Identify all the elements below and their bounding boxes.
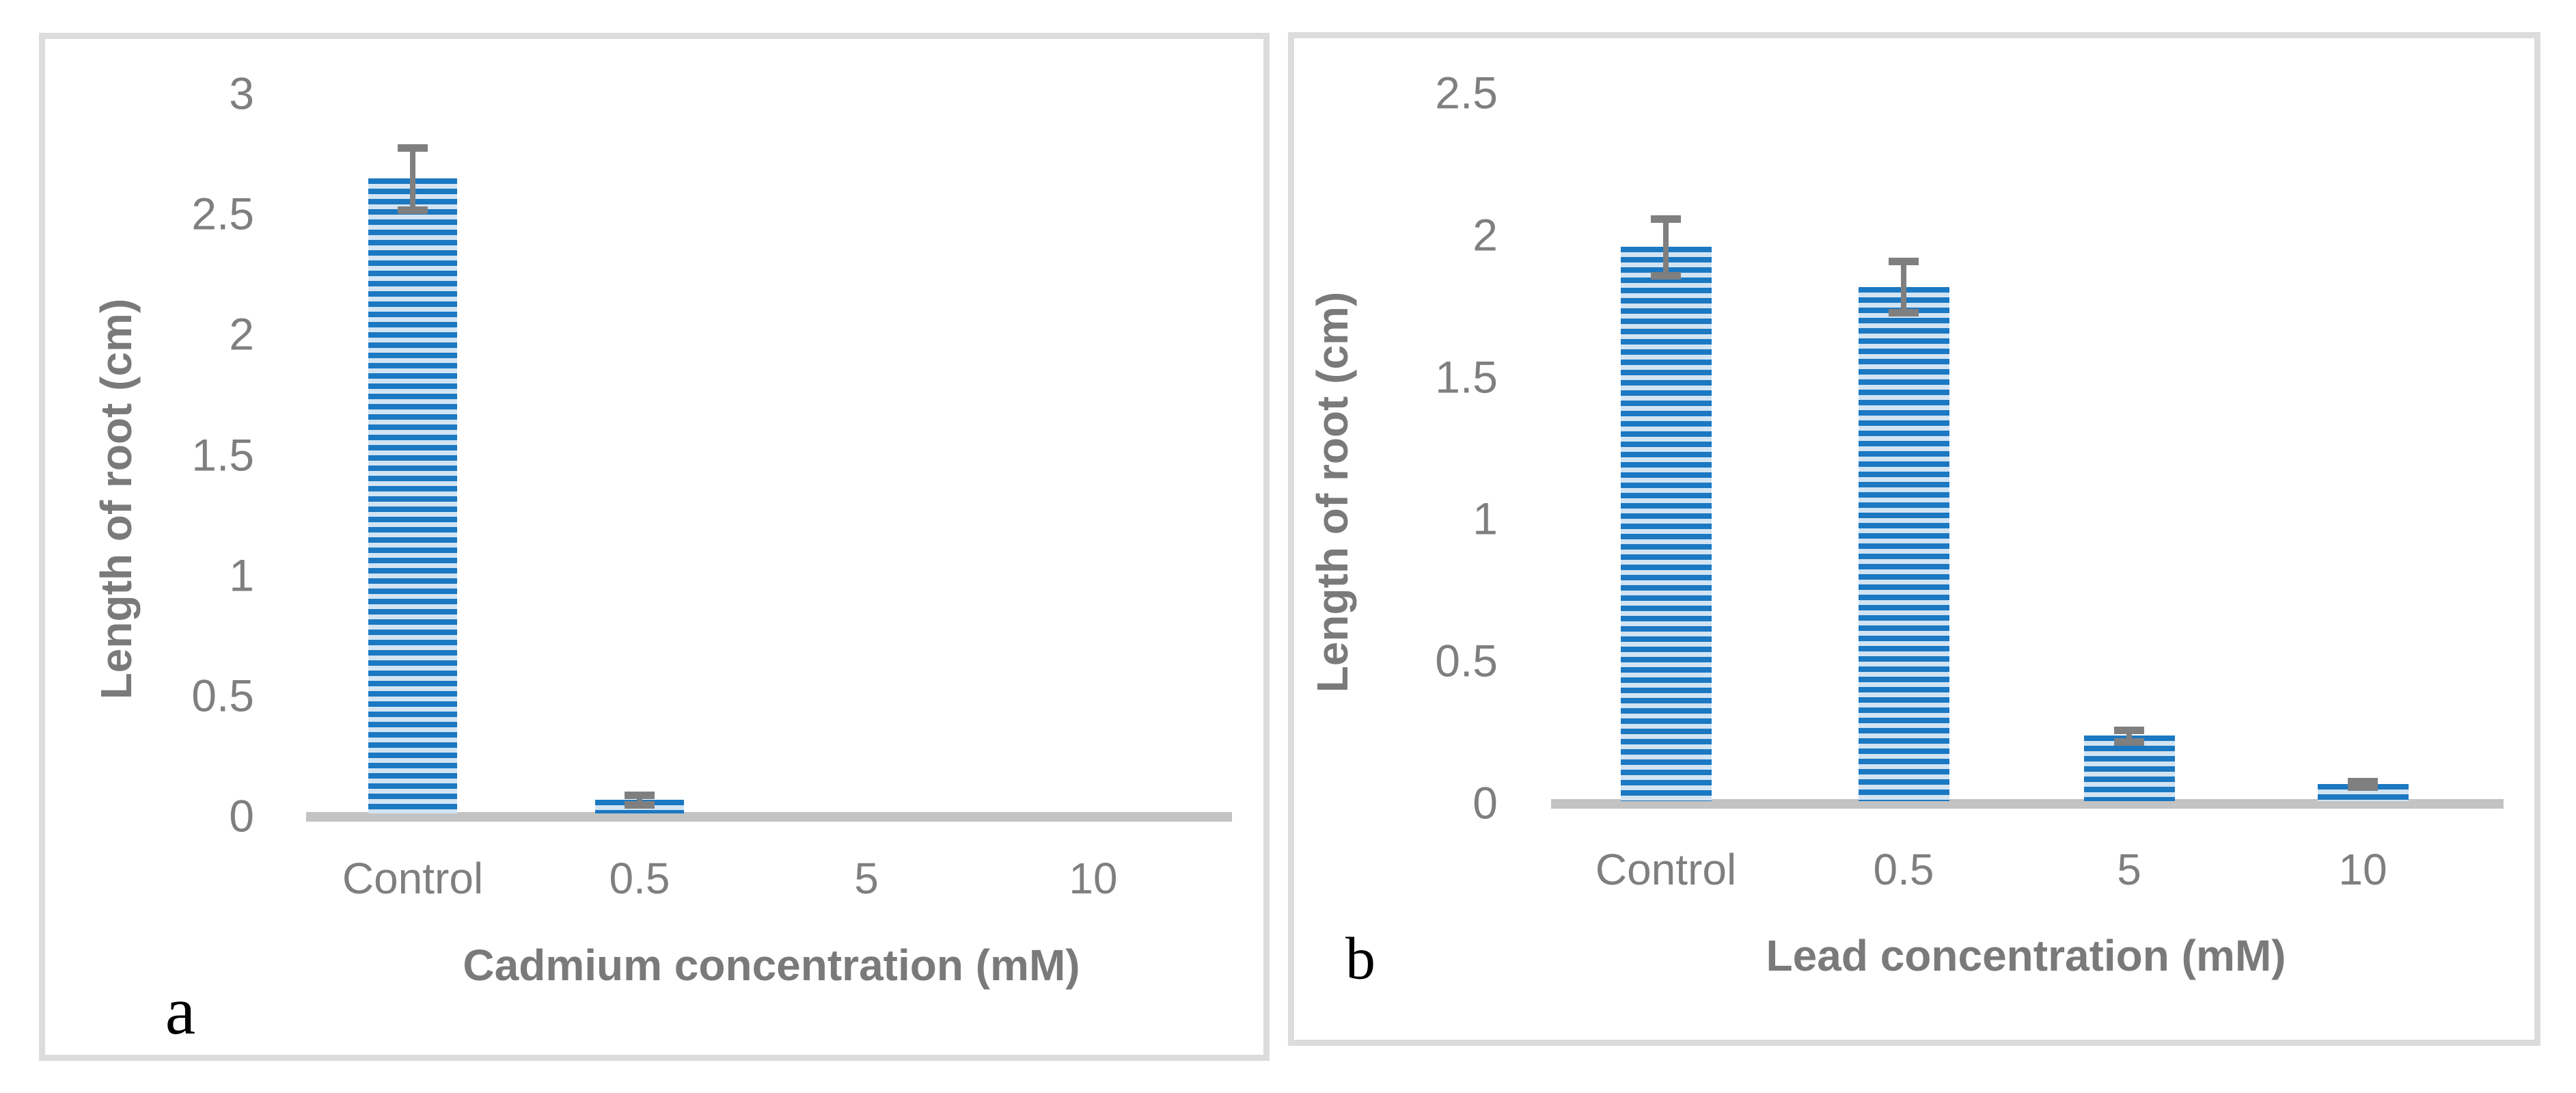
y-tick-label: 3 [229,68,254,119]
error-bar-stem [2126,729,2132,742]
bar-5 [2083,736,2175,801]
x-axis-title: Lead concentration (mM) [1766,931,2286,980]
y-tick-label: 1 [1472,494,1498,545]
y-tick-label: 1.5 [1435,351,1498,403]
x-tick-label: 0.5 [1873,845,1934,894]
error-bar-cap-top [2348,777,2378,785]
bar-control [368,178,457,813]
x-tick-label: 5 [854,854,879,903]
error-bar-cap-bottom [625,801,655,809]
error-bar-cap-bottom [2114,738,2144,746]
y-tick-label: 2.5 [1435,67,1498,118]
error-bar-stem [410,147,415,211]
x-tick-label: 5 [2117,845,2141,894]
error-bar-cap-top [625,792,655,800]
y-tick-label: 0 [229,790,254,841]
bar-control [1620,247,1712,801]
panel-letter-b: b [1345,926,1375,993]
error-bar-cap-bottom [1889,309,1919,316]
x-tick-label: 10 [2338,845,2387,894]
panel-a [39,33,1270,1061]
x-axis-line [306,812,1232,822]
y-tick-label: 2.5 [191,188,254,239]
bar-0-5 [1858,286,1949,801]
panel-letter-a: a [165,973,196,1049]
x-axis-title: Cadmium concentration (mM) [463,941,1080,990]
x-tick-label: 0.5 [609,854,670,903]
error-bar-cap-top [2114,726,2144,734]
x-axis-line [1551,799,2504,809]
error-bar-stem [1663,218,1669,275]
y-tick-label: 1 [229,550,254,601]
error-bar-cap-top [398,144,428,152]
y-tick-label: 2 [229,309,254,360]
x-tick-label: Control [342,854,484,903]
y-tick-label: 0 [1472,777,1498,828]
x-tick-label: 10 [1069,854,1118,903]
error-bar-cap-bottom [398,206,428,215]
y-axis-title: Length of root (cm) [1308,291,1357,693]
error-bar-cap-top [1651,215,1681,223]
error-bar-stem [637,795,642,805]
y-tick-label: 2 [1472,209,1498,260]
y-axis-title: Length of root (cm) [92,298,141,700]
error-bar-cap-bottom [1651,271,1681,280]
error-bar-cap-bottom [2348,783,2378,792]
error-bar-cap-top [1889,258,1919,266]
x-tick-label: Control [1595,845,1737,894]
error-bar-stem [1901,261,1906,312]
y-tick-label: 0.5 [1435,635,1498,686]
y-tick-label: 1.5 [191,429,254,481]
y-tick-label: 0.5 [191,670,254,721]
